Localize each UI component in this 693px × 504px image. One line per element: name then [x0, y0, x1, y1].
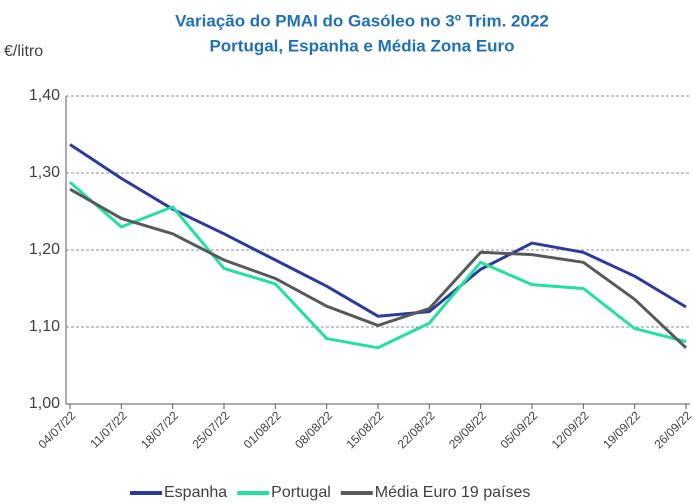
x-tick-label: 01/08/22 — [241, 408, 284, 451]
chart-subtitle: Portugal, Espanha e Média Zona Euro — [209, 36, 514, 55]
y-axis-label: €/litro — [4, 43, 43, 60]
x-tick-label: 19/09/22 — [600, 408, 643, 451]
x-tick-label: 29/08/22 — [446, 408, 489, 451]
x-tick-label: 08/08/22 — [292, 408, 335, 451]
legend-label: Média Euro 19 países — [375, 484, 531, 501]
y-tick-label: 1,40 — [29, 87, 60, 104]
y-tick-label: 1,10 — [29, 318, 60, 335]
legend-label: Portugal — [271, 484, 331, 501]
x-tick-label: 15/08/22 — [343, 408, 386, 451]
y-tick-label: 1,20 — [29, 241, 60, 258]
x-tick-label: 04/07/22 — [35, 408, 78, 451]
x-tick-label: 11/07/22 — [87, 408, 130, 451]
series-line — [69, 187, 688, 349]
x-tick-label: 18/07/22 — [138, 408, 181, 451]
y-tick-label: 1,30 — [29, 164, 60, 181]
series-line — [69, 181, 687, 350]
legend-label: Espanha — [164, 484, 227, 501]
chart-title: Variação do PMAI do Gasóleo no 3º Trim. … — [175, 11, 549, 30]
x-tick-label: 12/09/22 — [549, 408, 592, 451]
x-tick-label: 05/09/22 — [497, 408, 540, 451]
x-tick-label: 26/09/22 — [651, 408, 693, 451]
y-tick-label: 1,00 — [29, 395, 60, 412]
x-tick-label: 22/08/22 — [395, 408, 438, 451]
x-tick-label: 25/07/22 — [189, 408, 232, 451]
